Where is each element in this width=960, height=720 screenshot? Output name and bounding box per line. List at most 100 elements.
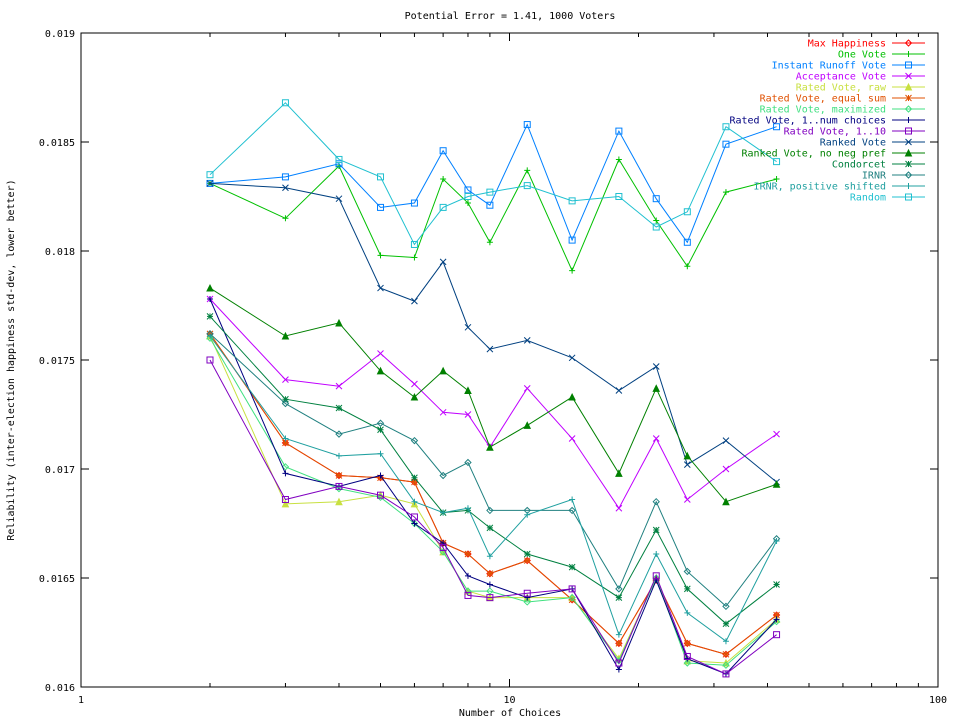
data-point xyxy=(905,193,912,201)
x-tick-label: 100 xyxy=(929,695,947,706)
data-point xyxy=(652,572,660,580)
data-point xyxy=(722,650,730,658)
data-point xyxy=(523,337,531,344)
data-point xyxy=(281,173,289,181)
series-line xyxy=(209,182,777,483)
data-point xyxy=(683,496,691,503)
data-point xyxy=(439,203,447,211)
data-point xyxy=(464,386,472,395)
data-point xyxy=(376,366,385,375)
data-point xyxy=(282,184,289,192)
data-point xyxy=(335,472,343,479)
data-point xyxy=(486,201,494,209)
data-point xyxy=(376,419,385,427)
data-point xyxy=(411,474,418,482)
data-point xyxy=(568,563,576,571)
legend-label: Instant Runoff Vote xyxy=(772,61,886,72)
data-point xyxy=(411,478,418,486)
data-point xyxy=(568,435,576,442)
series-2 xyxy=(206,121,781,246)
data-point xyxy=(568,593,576,602)
data-point xyxy=(615,193,623,200)
x-tick-label: 1 xyxy=(78,695,84,706)
series-3 xyxy=(206,295,780,512)
data-point xyxy=(615,640,623,647)
data-point xyxy=(282,395,289,403)
data-point xyxy=(722,437,730,445)
data-point xyxy=(905,183,912,189)
series-line xyxy=(209,333,777,655)
data-point xyxy=(335,482,343,490)
data-point xyxy=(683,659,692,667)
series-line xyxy=(209,359,777,675)
data-point xyxy=(486,524,494,532)
data-point xyxy=(569,267,576,274)
series-7 xyxy=(206,295,780,677)
data-point xyxy=(773,537,780,544)
data-point xyxy=(615,469,623,477)
data-point xyxy=(652,435,660,442)
series-line xyxy=(209,316,777,625)
data-point xyxy=(905,127,912,135)
series-14 xyxy=(206,99,781,248)
data-point xyxy=(281,496,289,504)
data-point xyxy=(281,463,290,471)
data-point xyxy=(615,585,623,593)
data-point xyxy=(905,138,912,146)
data-point xyxy=(615,127,623,135)
data-point xyxy=(772,480,781,488)
data-point xyxy=(773,616,780,623)
series-10 xyxy=(206,283,781,506)
data-point xyxy=(568,354,576,362)
series-9 xyxy=(206,180,780,486)
data-point xyxy=(683,640,691,647)
data-point xyxy=(523,182,531,190)
data-point xyxy=(464,200,471,207)
data-point xyxy=(206,171,214,179)
data-point xyxy=(486,443,494,451)
data-point xyxy=(464,505,471,512)
data-point xyxy=(905,117,912,123)
data-point xyxy=(440,176,447,183)
data-point xyxy=(683,461,691,468)
data-point xyxy=(440,540,447,547)
series-6 xyxy=(206,334,781,669)
data-point xyxy=(377,426,384,434)
series-1 xyxy=(206,156,780,274)
data-point xyxy=(411,520,418,527)
data-point xyxy=(486,188,494,196)
data-point xyxy=(652,223,660,231)
series-line xyxy=(209,298,777,675)
series-line xyxy=(209,337,777,666)
data-point xyxy=(464,572,471,579)
series-line xyxy=(209,158,777,272)
data-point xyxy=(904,105,913,113)
data-point xyxy=(722,620,730,628)
series-line xyxy=(209,123,777,244)
data-point xyxy=(523,598,531,606)
data-point xyxy=(683,585,691,593)
data-point xyxy=(464,550,472,558)
data-point xyxy=(615,504,623,512)
x-tick-label: 10 xyxy=(503,695,515,706)
x-axis-label: Number of Choices xyxy=(459,708,561,719)
y-tick-label: 0.0185 xyxy=(39,138,75,149)
data-point xyxy=(722,497,730,506)
data-point xyxy=(281,399,290,408)
data-point xyxy=(377,450,384,457)
data-point xyxy=(282,376,289,383)
y-tick-label: 0.0165 xyxy=(39,574,75,585)
legend-label: One Vote xyxy=(838,50,886,61)
data-point xyxy=(524,594,531,601)
y-tick-label: 0.016 xyxy=(45,683,75,694)
data-point xyxy=(773,123,781,131)
data-point xyxy=(464,587,472,595)
data-point xyxy=(486,553,493,560)
data-point xyxy=(524,511,531,518)
data-point xyxy=(411,254,418,261)
axis-ticks: 0.016 0.0165 0.017 0.0175 0.018 0.0185 0.019 1 1… xyxy=(39,29,947,706)
data-point xyxy=(410,199,418,207)
chart-title: Potential Error = 1.41, 1000 Voters xyxy=(405,11,616,22)
data-point xyxy=(335,160,343,168)
data-point xyxy=(464,193,472,200)
